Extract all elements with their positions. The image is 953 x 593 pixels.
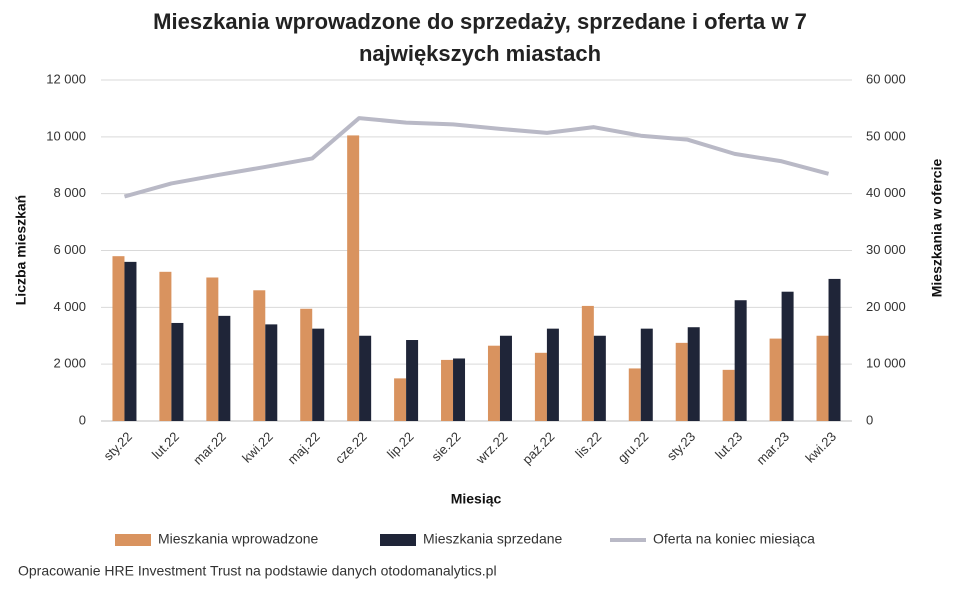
bar bbox=[534, 352, 547, 421]
bar bbox=[159, 271, 172, 421]
bar bbox=[265, 324, 278, 421]
y2-tick-label: 20 000 bbox=[866, 299, 906, 314]
bar bbox=[406, 340, 419, 421]
legend-label: Mieszkania sprzedane bbox=[423, 531, 563, 547]
bar bbox=[769, 338, 782, 421]
bar bbox=[499, 335, 512, 421]
bar bbox=[734, 300, 747, 421]
legend-swatch bbox=[380, 534, 416, 546]
x-tick-label: sie.22 bbox=[428, 429, 463, 464]
x-tick-label: lip.22 bbox=[384, 429, 417, 462]
bar bbox=[359, 335, 372, 421]
y-tick-label: 2 000 bbox=[53, 356, 86, 371]
y2-tick-label: 10 000 bbox=[866, 356, 906, 371]
bar bbox=[300, 308, 313, 421]
bar bbox=[640, 328, 653, 421]
bar bbox=[171, 322, 184, 421]
x-tick-label: kwi.22 bbox=[239, 429, 276, 466]
y2-tick-label: 60 000 bbox=[866, 71, 906, 86]
bar bbox=[441, 359, 454, 421]
bar bbox=[722, 369, 735, 421]
bar bbox=[347, 135, 360, 421]
y-tick-label: 0 bbox=[79, 412, 86, 427]
source-note: Opracowanie HRE Investment Trust na pods… bbox=[18, 563, 497, 579]
y2-tick-label: 0 bbox=[866, 412, 873, 427]
bar bbox=[218, 315, 231, 421]
x-tick-label: sty.22 bbox=[101, 429, 135, 463]
y2-tick-label: 30 000 bbox=[866, 242, 906, 257]
bar bbox=[112, 256, 125, 421]
bar bbox=[687, 327, 700, 421]
y2-tick-label: 40 000 bbox=[866, 185, 906, 200]
legend-label: Mieszkania wprowadzone bbox=[158, 531, 319, 547]
y-tick-label: 12 000 bbox=[46, 71, 86, 86]
x-tick-label: cze.22 bbox=[332, 429, 370, 467]
x-tick-label: wrz.22 bbox=[472, 429, 510, 467]
y-tick-label: 4 000 bbox=[53, 299, 86, 314]
bar bbox=[816, 335, 829, 421]
y-tick-label: 8 000 bbox=[53, 185, 86, 200]
legend-swatch bbox=[115, 534, 151, 546]
bar bbox=[581, 305, 594, 421]
x-tick-label: lut.23 bbox=[712, 429, 745, 462]
bar bbox=[781, 291, 794, 421]
x-tick-label: mar.23 bbox=[753, 429, 792, 468]
y2-axis-title: Mieszkania w ofercie bbox=[929, 159, 945, 298]
legend-label: Oferta na koniec miesiąca bbox=[653, 531, 815, 547]
bar bbox=[628, 368, 641, 421]
bar bbox=[206, 277, 219, 421]
x-axis-title: Miesiąc bbox=[451, 491, 502, 507]
x-tick-label: lut.22 bbox=[149, 429, 182, 462]
bar bbox=[394, 378, 407, 421]
bar bbox=[253, 290, 266, 421]
bar bbox=[546, 328, 559, 421]
bar bbox=[312, 328, 325, 421]
x-tick-label: lis.22 bbox=[572, 429, 604, 461]
bar bbox=[828, 278, 841, 421]
bar bbox=[487, 345, 500, 421]
y-axis-title: Liczba mieszkań bbox=[13, 195, 29, 306]
y-tick-label: 6 000 bbox=[53, 242, 86, 257]
x-tick-label: paź.22 bbox=[519, 429, 557, 467]
bar bbox=[675, 342, 688, 421]
x-tick-label: gru.22 bbox=[615, 429, 652, 466]
bar bbox=[124, 261, 137, 421]
y-tick-label: 10 000 bbox=[46, 128, 86, 143]
bar bbox=[593, 335, 606, 421]
x-tick-label: mar.22 bbox=[190, 429, 229, 468]
bar bbox=[453, 358, 466, 421]
x-tick-label: kwi.23 bbox=[802, 429, 839, 466]
x-tick-label: maj.22 bbox=[285, 429, 323, 467]
line-series bbox=[123, 116, 830, 199]
chart-title: Mieszkania wprowadzone do sprzedaży, spr… bbox=[153, 9, 807, 66]
y2-tick-label: 50 000 bbox=[866, 128, 906, 143]
x-tick-label: sty.23 bbox=[664, 429, 698, 463]
